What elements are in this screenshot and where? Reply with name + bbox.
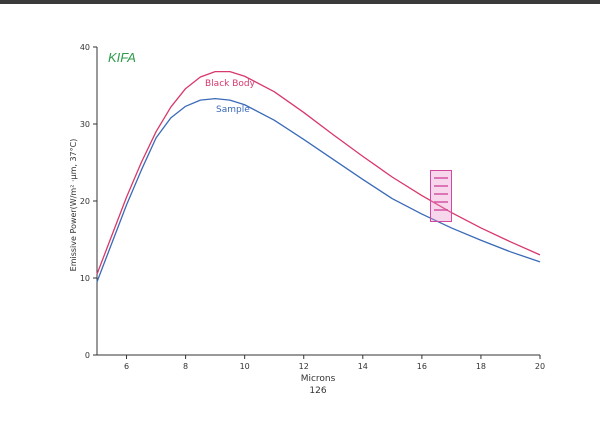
y-tick-label: 40 — [80, 43, 90, 52]
x-tick-label: 16 — [417, 362, 427, 371]
x-tick-label: 14 — [358, 362, 368, 371]
axes — [96, 47, 540, 356]
y-tick-label: 10 — [80, 274, 90, 283]
y-tick-label: 30 — [80, 120, 90, 129]
x-tick-label: 10 — [240, 362, 250, 371]
x-tick-label: 18 — [476, 362, 486, 371]
sample-stamp-mark — [430, 170, 452, 222]
ticks: 6 8 10 12 14 16 18 20 0 10 20 30 40 — [80, 43, 545, 371]
annotation-black-body: Black Body — [205, 79, 256, 89]
x-tick-label: 6 — [124, 362, 129, 371]
annotation-sample: Sample — [216, 105, 250, 115]
y-tick-label: 20 — [80, 197, 90, 206]
y-tick-label: 0 — [85, 351, 90, 360]
brand-label: KIFA — [108, 50, 136, 65]
series-line-black-body — [96, 70, 541, 275]
footnote: 126 — [309, 386, 326, 396]
top-border — [0, 0, 600, 4]
x-tick-label: 20 — [535, 362, 545, 371]
x-tick-label: 12 — [299, 362, 309, 371]
y-axis-label: Emissive Power(W/m² ·μm, 37°C) — [69, 139, 78, 272]
series-line-sample — [96, 97, 541, 283]
x-axis-label: Microns — [301, 374, 336, 384]
x-tick-label: 8 — [183, 362, 188, 371]
series-lines — [96, 70, 541, 283]
